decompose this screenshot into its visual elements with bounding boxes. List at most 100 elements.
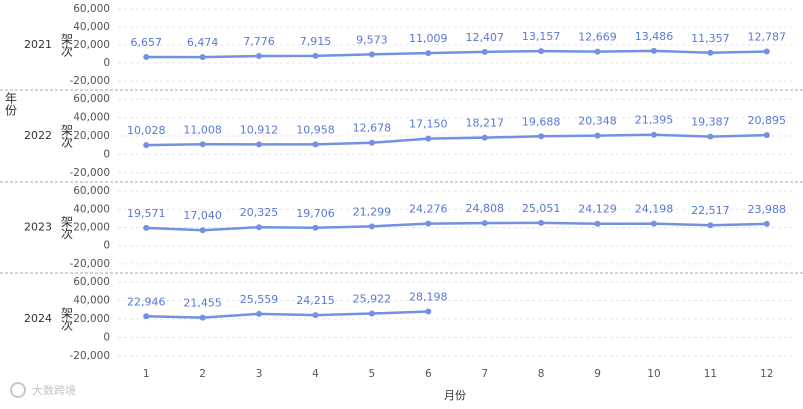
y-tick-label: 20,000 [73, 130, 110, 142]
point [650, 131, 657, 138]
point [368, 139, 375, 146]
x-tick-label: 3 [256, 368, 263, 380]
x-tick-label: 6 [425, 368, 432, 380]
data-label: 24,808 [465, 202, 504, 215]
point [312, 224, 319, 231]
panel-title: 2024 [24, 312, 52, 325]
data-label: 20,895 [748, 114, 787, 127]
y-tick-label: 0 [103, 331, 110, 343]
point [481, 134, 488, 141]
x-tick-label: 9 [594, 368, 601, 380]
data-label: 23,988 [748, 203, 787, 216]
point [368, 310, 375, 317]
point [650, 220, 657, 227]
y-tick-label: 20,000 [73, 313, 110, 325]
point [538, 219, 545, 226]
data-label: 24,129 [578, 203, 617, 216]
data-label: 6,657 [130, 36, 162, 49]
data-label: 9,573 [356, 33, 388, 46]
point [594, 220, 601, 227]
point [199, 54, 206, 61]
data-label: 21,299 [353, 205, 392, 218]
data-label: 22,517 [691, 204, 730, 217]
series-line [146, 310, 429, 319]
x-tick-label: 12 [760, 368, 773, 380]
point [312, 52, 319, 59]
point [425, 50, 432, 57]
point [199, 227, 206, 234]
data-label: 12,787 [748, 30, 787, 43]
point [256, 310, 263, 317]
point [707, 222, 714, 229]
point [143, 224, 150, 231]
y-tick-label: 20,000 [73, 39, 110, 51]
data-label: 10,028 [127, 124, 166, 137]
data-label: 24,276 [409, 203, 448, 216]
y-tick-label: 60,000 [73, 185, 110, 197]
point [199, 141, 206, 148]
point [312, 312, 319, 319]
point [199, 314, 206, 321]
watermark: 大数跨境 [32, 383, 76, 397]
data-label: 21,455 [183, 297, 222, 310]
data-label: 25,922 [353, 293, 392, 306]
y-axis-label: 架次 [60, 33, 74, 58]
series-line [146, 133, 767, 147]
data-label: 13,157 [522, 30, 561, 43]
data-label: 22,946 [127, 295, 166, 308]
panel-title: 2021 [24, 38, 52, 51]
data-label: 12,669 [578, 31, 617, 44]
point [256, 224, 263, 231]
point [763, 48, 770, 55]
panel-title: 2023 [24, 221, 52, 234]
point [481, 48, 488, 55]
data-label: 10,912 [240, 123, 279, 136]
point [425, 135, 432, 142]
y-tick-label: 0 [103, 148, 110, 160]
point [763, 220, 770, 227]
panel-title: 2022 [24, 129, 52, 142]
data-label: 18,217 [465, 117, 504, 130]
facet-label: 年份 [4, 92, 18, 116]
data-label: 24,215 [296, 294, 335, 307]
point [763, 132, 770, 139]
point [143, 54, 150, 61]
watermark-logo [10, 382, 26, 398]
data-label: 24,198 [635, 203, 674, 216]
data-label: 25,559 [240, 293, 279, 306]
y-tick-label: 20,000 [73, 222, 110, 234]
data-label: 20,348 [578, 115, 617, 128]
point [707, 49, 714, 56]
y-tick-label: -20,000 [69, 350, 110, 362]
point [594, 132, 601, 139]
y-tick-label: 60,000 [73, 93, 110, 105]
y-tick-label: 40,000 [73, 295, 110, 307]
data-label: 6,474 [187, 36, 219, 49]
point [481, 220, 488, 227]
y-axis-label: 架次 [60, 215, 74, 240]
data-label: 19,571 [127, 207, 166, 220]
data-label: 12,407 [465, 31, 504, 44]
data-label: 19,688 [522, 115, 561, 128]
y-axis-label: 架次 [60, 307, 74, 332]
point [425, 220, 432, 227]
data-label: 17,040 [183, 209, 222, 222]
data-label: 11,357 [691, 32, 730, 45]
point [538, 133, 545, 140]
point [425, 308, 432, 315]
data-label: 28,198 [409, 290, 448, 303]
data-label: 11,009 [409, 32, 448, 45]
y-axis-label: 架次 [60, 124, 74, 149]
data-label: 12,678 [353, 122, 392, 135]
x-tick-label: 7 [481, 368, 488, 380]
data-label: 21,395 [635, 114, 674, 127]
y-tick-label: 40,000 [73, 21, 110, 33]
point [143, 313, 150, 320]
point [143, 142, 150, 149]
y-tick-label: -20,000 [69, 75, 110, 87]
point [368, 51, 375, 58]
x-tick-label: 5 [369, 368, 376, 380]
x-tick-label: 8 [538, 368, 545, 380]
point [368, 223, 375, 230]
